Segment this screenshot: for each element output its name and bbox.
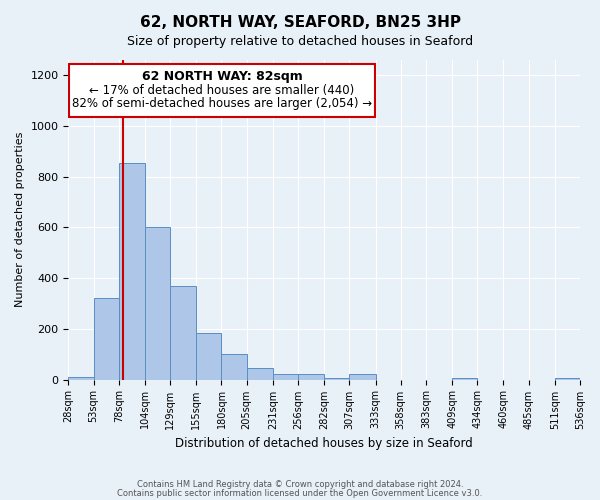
Bar xyxy=(555,378,580,380)
Bar xyxy=(68,377,94,380)
Text: ← 17% of detached houses are smaller (440): ← 17% of detached houses are smaller (44… xyxy=(89,84,355,97)
Bar xyxy=(170,286,196,380)
Text: Contains HM Land Registry data © Crown copyright and database right 2024.: Contains HM Land Registry data © Crown c… xyxy=(137,480,463,489)
Bar xyxy=(145,228,170,380)
Y-axis label: Number of detached properties: Number of detached properties xyxy=(15,132,25,308)
Bar xyxy=(247,368,273,380)
Text: 82% of semi-detached houses are larger (2,054) →: 82% of semi-detached houses are larger (… xyxy=(72,97,372,110)
Bar xyxy=(196,332,221,380)
Bar xyxy=(349,374,376,380)
Bar xyxy=(94,298,119,380)
Text: 62, NORTH WAY, SEAFORD, BN25 3HP: 62, NORTH WAY, SEAFORD, BN25 3HP xyxy=(139,15,461,30)
Bar xyxy=(324,378,349,380)
Bar xyxy=(452,378,477,380)
FancyBboxPatch shape xyxy=(70,64,374,117)
Text: 62 NORTH WAY: 82sqm: 62 NORTH WAY: 82sqm xyxy=(142,70,302,83)
Text: Size of property relative to detached houses in Seaford: Size of property relative to detached ho… xyxy=(127,35,473,48)
Bar xyxy=(298,374,324,380)
Text: Contains public sector information licensed under the Open Government Licence v3: Contains public sector information licen… xyxy=(118,488,482,498)
Bar xyxy=(119,162,145,380)
Bar xyxy=(273,374,298,380)
X-axis label: Distribution of detached houses by size in Seaford: Distribution of detached houses by size … xyxy=(175,437,473,450)
Bar xyxy=(221,354,247,380)
